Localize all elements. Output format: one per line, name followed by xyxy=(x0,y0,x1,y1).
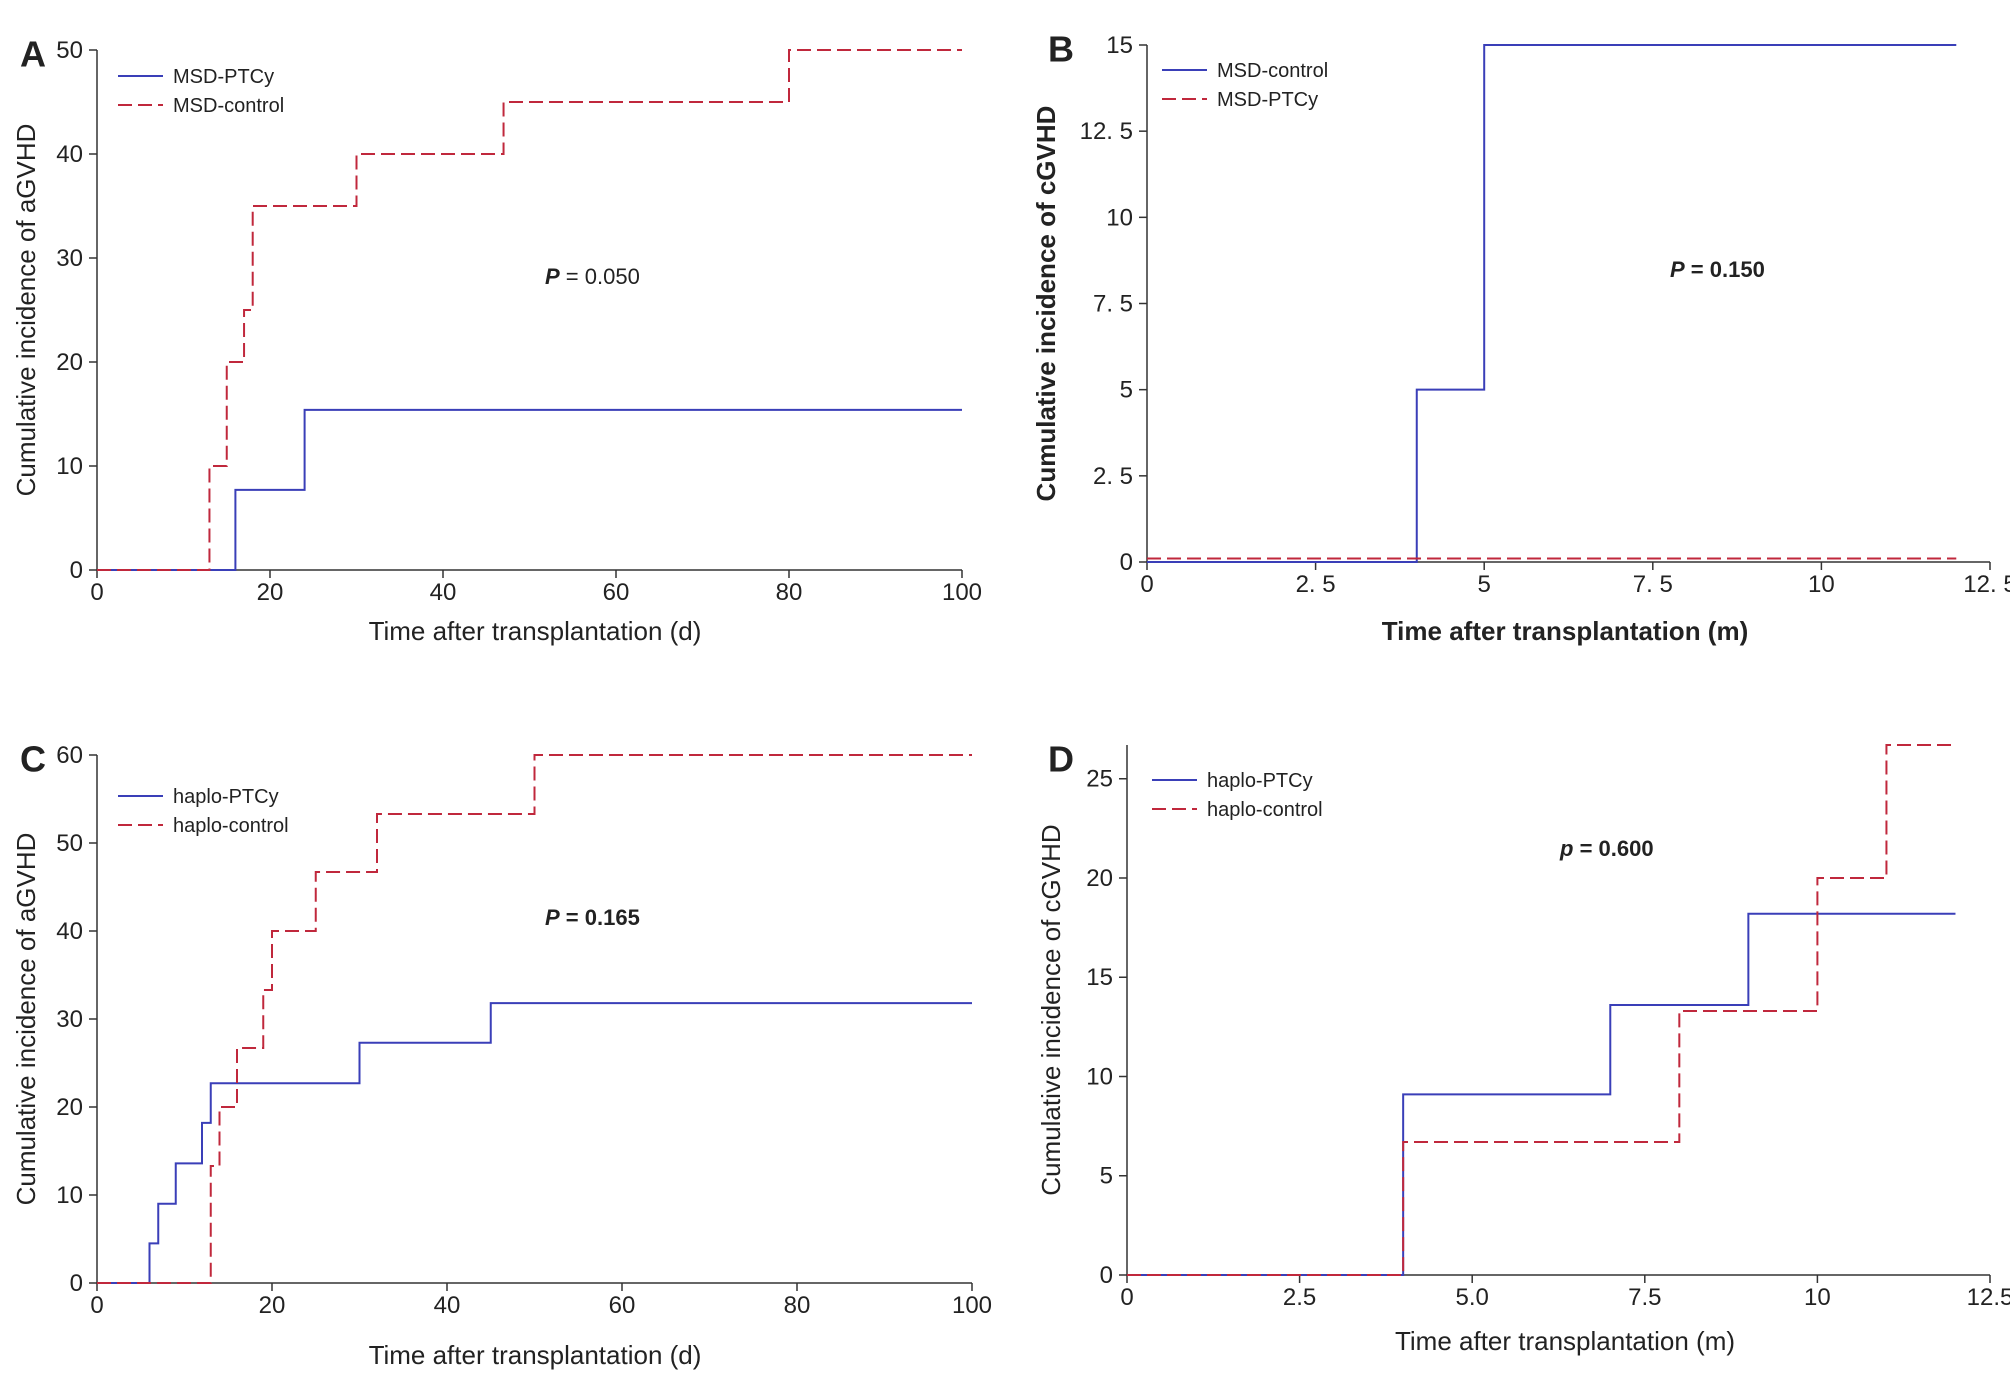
panel-d-x-axis-title: Time after transplantation (m) xyxy=(1395,1326,1735,1356)
panel-c-y-axis-title: Cumulative incidence of aGVHD xyxy=(11,833,41,1206)
panel-a: A 0 20 40 60 80 100 0 10 20 30 40 50 Time after trans… xyxy=(11,33,982,646)
panel-a-letter: A xyxy=(20,33,46,74)
panel-d-x-tick-label: 10 xyxy=(1804,1284,1831,1311)
panel-a-p-text: = 0.050 xyxy=(560,264,640,289)
panel-a-y-tick-label: 20 xyxy=(56,349,83,376)
panel-b-y-axis-title: Cumulative incidence of cGVHD xyxy=(1031,106,1061,502)
panel-d-series-haplo-control xyxy=(1127,744,1956,1276)
panel-a-x-tick-label: 60 xyxy=(603,579,630,606)
panel-a-x-tick-label: 0 xyxy=(90,579,103,606)
panel-c-series-haplo-control xyxy=(97,754,972,1284)
panel-d-p-text: = 0.600 xyxy=(1573,836,1653,861)
panel-b-legend-label: MSD-control xyxy=(1217,60,1328,82)
panel-b-x-tick-label: 5 xyxy=(1478,571,1491,598)
panel-d-x-tick-label: 2.5 xyxy=(1283,1284,1316,1311)
panel-a-y-tick-label: 10 xyxy=(56,453,83,480)
panel-b-y-tick-label: 5 xyxy=(1120,377,1133,404)
panel-a-y-axis-title: Cumulative incidence of aGVHD xyxy=(11,124,41,497)
panel-b-x-axis-title: Time after transplantation (m) xyxy=(1382,616,1748,646)
panel-d-y-tick-label: 10 xyxy=(1086,1063,1113,1090)
panel-a-x-tick-label: 20 xyxy=(257,579,284,606)
panel-d: D 0 2.5 5.0 7.5 10 12.5 0 5 10 15 20 25 Time after tr… xyxy=(1036,738,2010,1356)
panel-d-y-tick-label: 5 xyxy=(1100,1163,1113,1190)
panel-b-y-tick-label: 7. 5 xyxy=(1093,291,1133,318)
panel-c-x-tick-label: 40 xyxy=(434,1292,461,1319)
panel-a-p-value: P = 0.050 xyxy=(545,264,640,289)
panel-b-p-text: = 0.150 xyxy=(1685,257,1765,282)
panel-a-legend-label: MSD-PTCy xyxy=(173,66,274,88)
panel-d-p-symbol: p xyxy=(1559,836,1573,861)
panel-c-x-tick-label: 0 xyxy=(90,1292,103,1319)
panel-c-x-tick-label: 60 xyxy=(609,1292,636,1319)
panel-b-p-value: P = 0.150 xyxy=(1670,257,1765,282)
panel-a-p-symbol: P xyxy=(545,264,560,289)
panel-c-y-tick-label: 50 xyxy=(56,830,83,857)
panel-b-y-tick-label: 10 xyxy=(1106,204,1133,231)
panel-a-x-tick-label: 40 xyxy=(430,579,457,606)
panel-c-y-tick-label: 30 xyxy=(56,1006,83,1033)
panel-d-p-value: p = 0.600 xyxy=(1559,836,1654,861)
panel-c-x-tick-label: 80 xyxy=(784,1292,811,1319)
panel-b-letter: B xyxy=(1048,28,1074,69)
panel-c-letter: C xyxy=(20,738,46,779)
panel-a-legend-label: MSD-control xyxy=(173,95,284,117)
panel-b-y-tick-label: 2. 5 xyxy=(1093,463,1133,490)
panel-a-y-tick-label: 40 xyxy=(56,141,83,168)
panel-b-x-tick-label: 10 xyxy=(1808,571,1835,598)
panel-d-y-tick-label: 0 xyxy=(1100,1262,1113,1289)
panel-d-legend-label: haplo-control xyxy=(1207,799,1323,821)
panel-d-x-tick-label: 7.5 xyxy=(1628,1284,1661,1311)
panel-b-y-tick-label: 0 xyxy=(1120,549,1133,576)
panel-d-x-tick-label: 5.0 xyxy=(1456,1284,1489,1311)
panel-c-legend-label: haplo-control xyxy=(173,815,289,837)
panel-d-y-tick-label: 25 xyxy=(1086,766,1113,793)
panel-a-x-tick-label: 80 xyxy=(776,579,803,606)
panel-d-y-tick-label: 20 xyxy=(1086,865,1113,892)
panel-b-y-tick-label: 15 xyxy=(1106,32,1133,59)
panel-a-x-axis-title: Time after transplantation (d) xyxy=(369,616,702,646)
panel-c-p-symbol: P xyxy=(545,905,560,930)
panel-b-x-tick-label: 12. 5 xyxy=(1963,571,2010,598)
panel-b-x-tick-label: 2. 5 xyxy=(1296,571,1336,598)
panel-d-x-tick-label: 0 xyxy=(1120,1284,1133,1311)
panel-d-series-haplo-ptcy xyxy=(1127,912,1956,1276)
panel-a-x-tick-label: 100 xyxy=(942,579,982,606)
panel-b-y-tick-label: 12. 5 xyxy=(1080,118,1133,145)
panel-b-series-msd-control xyxy=(1147,44,1957,563)
panel-a-y-tick-label: 30 xyxy=(56,245,83,272)
panel-a-series-msd-control xyxy=(97,49,962,571)
panel-b-legend-label: MSD-PTCy xyxy=(1217,89,1318,111)
panel-c-y-tick-label: 0 xyxy=(70,1270,83,1297)
panel-c: C 0 20 40 60 80 100 0 10 20 30 40 50 60 Time after tra… xyxy=(11,738,992,1370)
panel-c-p-text: = 0.165 xyxy=(560,905,640,930)
panel-c-p-value: P = 0.165 xyxy=(545,905,640,930)
panel-c-x-tick-label: 100 xyxy=(952,1292,992,1319)
panel-b-x-tick-label: 7. 5 xyxy=(1633,571,1673,598)
panel-b-x-tick-label: 0 xyxy=(1140,571,1153,598)
panel-a-y-tick-label: 0 xyxy=(70,557,83,584)
panel-c-y-tick-label: 20 xyxy=(56,1094,83,1121)
panel-c-y-tick-label: 40 xyxy=(56,918,83,945)
panel-d-letter: D xyxy=(1048,738,1074,779)
panel-b-p-symbol: P xyxy=(1670,257,1685,282)
panel-c-x-axis-title: Time after transplantation (d) xyxy=(369,1340,702,1370)
panel-a-y-tick-label: 50 xyxy=(56,37,83,64)
panel-d-x-tick-label: 12.5 xyxy=(1967,1284,2010,1311)
panel-d-legend-label: haplo-PTCy xyxy=(1207,770,1313,792)
panel-d-y-tick-label: 15 xyxy=(1086,964,1113,991)
panel-b: B 0 2. 5 5 7. 5 10 12. 5 0 2. 5 5 7. 5 10 12. 5 15 Tim… xyxy=(1031,28,2010,646)
panel-d-y-axis-title: Cumulative incidence of cGVHD xyxy=(1036,824,1066,1195)
panel-c-y-tick-label: 10 xyxy=(56,1182,83,1209)
panel-c-x-tick-label: 20 xyxy=(259,1292,286,1319)
panel-c-series-haplo-ptcy xyxy=(97,1002,972,1284)
panel-c-y-tick-label: 60 xyxy=(56,742,83,769)
panel-a-series-msd-ptcy xyxy=(97,408,962,571)
panel-c-legend-label: haplo-PTCy xyxy=(173,786,279,808)
